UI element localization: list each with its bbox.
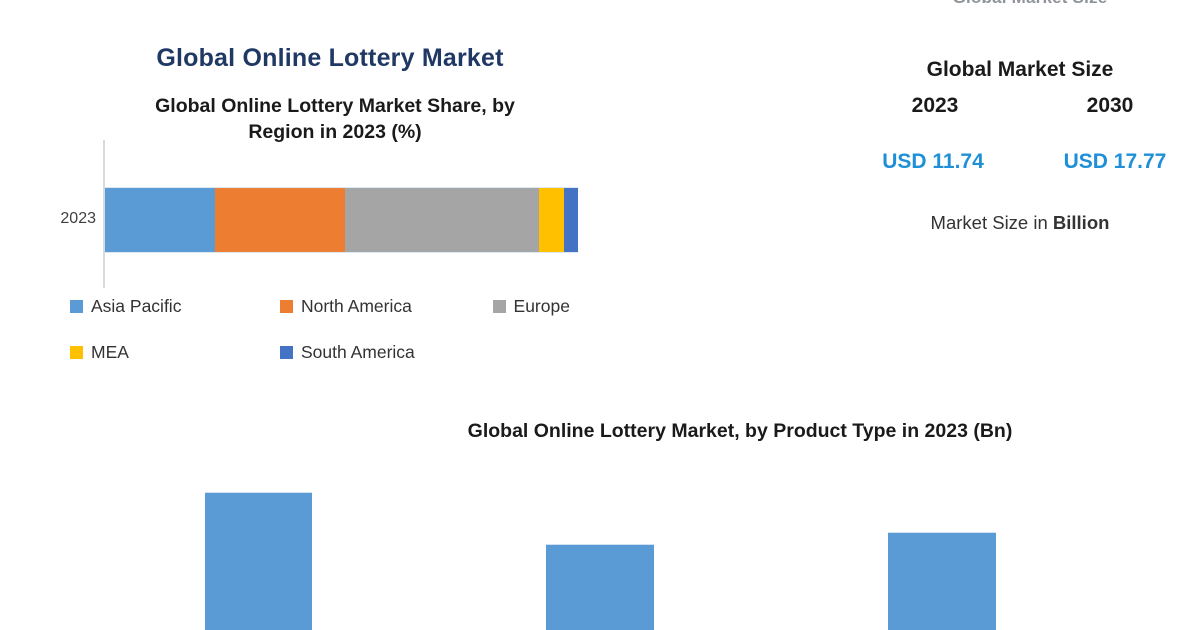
stack-segment-north-america xyxy=(215,188,346,252)
legend-label-north-america: North America xyxy=(300,296,412,316)
product-type-panel: Global Online Lottery Market, by Product… xyxy=(0,400,1200,630)
market-size-unit-prefix: Market Size in xyxy=(930,212,1053,233)
stacked-bar-2023 xyxy=(105,188,578,252)
stack-segment-south-america xyxy=(564,188,578,252)
stack-segment-asia-pacific xyxy=(105,188,216,252)
y-axis-line xyxy=(103,140,105,288)
region-share-chart-title: Global Online Lottery Market Share, by R… xyxy=(90,93,580,145)
region-share-chart-title-line2: Region in 2023 (%) xyxy=(248,121,422,143)
product-type-chart-title: Global Online Lottery Market, by Product… xyxy=(467,420,1013,442)
region-share-chart-title-line1: Global Online Lottery Market Share, by xyxy=(155,95,515,117)
market-size-title: Global Market Size xyxy=(926,58,1114,81)
legend-item-south-america: South America xyxy=(279,342,493,363)
product-bar-2 xyxy=(546,545,654,630)
market-size-unit-note: Market Size in Billion xyxy=(840,212,1200,234)
legend-item-north-america: North America xyxy=(279,296,493,317)
legend-label-europe: Europe xyxy=(513,296,570,316)
legend-label-mea: MEA xyxy=(91,342,129,362)
legend-item-mea: MEA xyxy=(70,342,280,363)
legend-item-europe: Europe xyxy=(492,296,650,317)
legend-swatch-south-america-icon xyxy=(279,346,293,359)
market-size-unit-bold: Billion xyxy=(1052,212,1110,233)
legend-label-south-america: South America xyxy=(300,342,415,362)
legend-row-2: MEA South America xyxy=(70,342,650,388)
clipped-header-text: Global Market Size xyxy=(880,0,1180,8)
stack-segment-europe xyxy=(345,188,540,252)
region-legend: Asia Pacific North America Europe MEA xyxy=(70,296,650,388)
page-title: Global Online Lottery Market xyxy=(156,44,504,72)
legend-label-asia-pacific: Asia Pacific xyxy=(91,296,182,316)
market-size-year-2023: 2023 xyxy=(911,94,959,117)
legend-swatch-asia-pacific-icon xyxy=(70,300,83,313)
product-bar-1 xyxy=(205,493,312,630)
region-share-plot-area: 2023 xyxy=(0,140,660,290)
legend-row-1: Asia Pacific North America Europe xyxy=(70,296,650,342)
legend-swatch-mea-icon xyxy=(70,346,83,359)
legend-swatch-europe-icon xyxy=(492,300,506,313)
market-size-year-2030: 2030 xyxy=(1086,94,1134,117)
stack-segment-mea xyxy=(539,188,565,252)
product-bar-3 xyxy=(888,533,996,630)
y-axis-tick-2023: 2023 xyxy=(60,210,96,227)
legend-swatch-north-america-icon xyxy=(279,300,293,313)
market-size-panel: Global Market Size 2023 2030 USD 11.74 U… xyxy=(840,0,1200,280)
legend-item-asia-pacific: Asia Pacific xyxy=(70,296,280,317)
region-share-panel: Global Online Lottery Market Global Onli… xyxy=(0,0,660,400)
product-type-plot-area xyxy=(0,400,1200,630)
market-size-value-2023: USD 11.74 xyxy=(882,150,984,173)
market-size-value-2030: USD 17.77 xyxy=(1063,150,1167,173)
